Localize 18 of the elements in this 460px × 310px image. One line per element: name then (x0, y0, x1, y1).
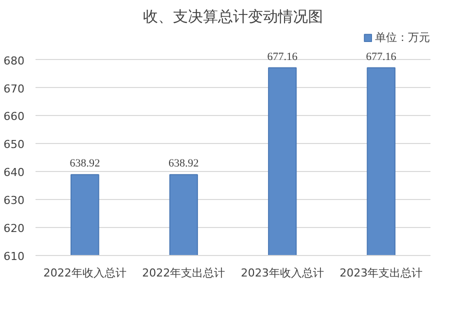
y-tick-label: 670 (4, 82, 25, 96)
x-tick-label: 2022年支出总计 (142, 266, 226, 280)
chart-title: 收、支决算总计变动情况图 (143, 8, 323, 26)
x-tick-label: 2022年收入总计 (43, 266, 126, 280)
y-tick-label: 610 (4, 250, 25, 263)
legend-label: 单位：万元 (375, 30, 430, 45)
x-tick-label: 2023年支出总计 (340, 266, 423, 280)
y-tick-label: 650 (4, 138, 25, 152)
data-label: 638.92 (168, 158, 199, 170)
data-label: 638.92 (70, 158, 100, 170)
y-tick-label: 680 (4, 54, 25, 68)
y-tick-label: 640 (4, 166, 25, 180)
data-label: 677.16 (267, 50, 298, 63)
y-tick-label: 630 (4, 194, 25, 208)
data-label: 677.16 (366, 50, 397, 63)
y-tick-label: 660 (4, 110, 25, 124)
x-tick-label: 2023年收入总计 (240, 266, 324, 280)
y-tick-label: 620 (4, 222, 25, 236)
